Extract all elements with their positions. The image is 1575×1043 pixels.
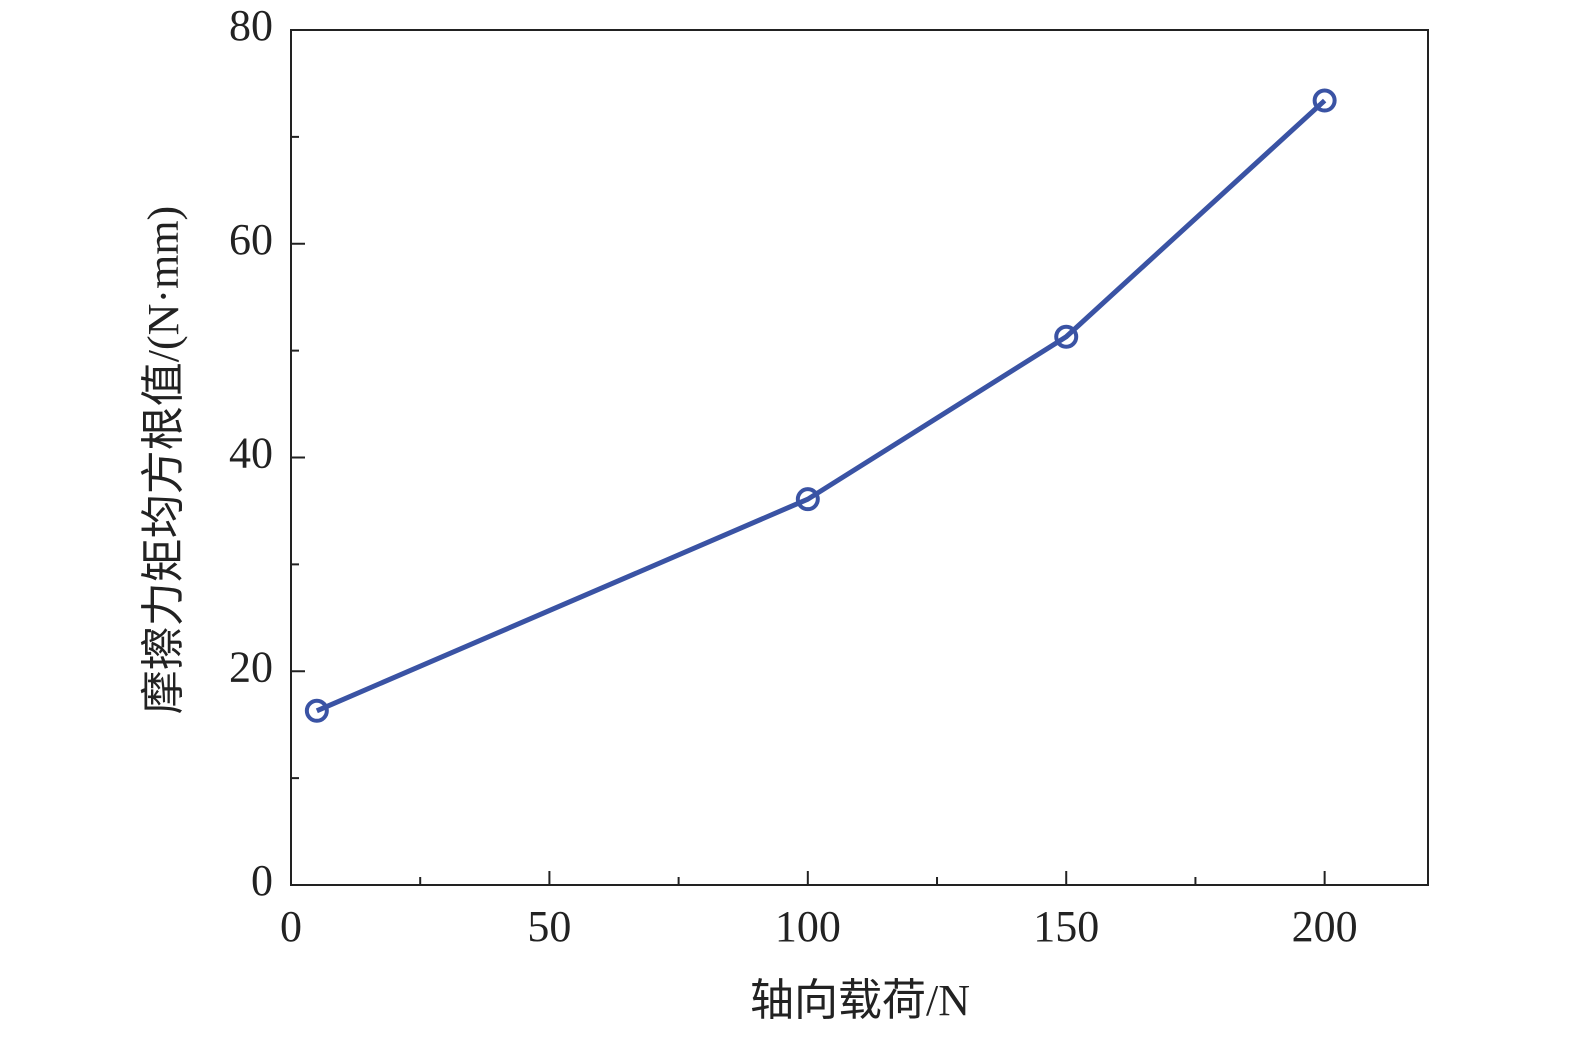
x-tick-label: 50 — [527, 902, 571, 951]
data-point — [1312, 88, 1337, 113]
x-tick-label: 150 — [1033, 902, 1099, 951]
data-point — [1054, 324, 1079, 349]
y-tick-label: 60 — [229, 215, 273, 264]
data-point — [795, 487, 820, 512]
x-axis-label: 轴向载荷/N — [750, 976, 970, 1025]
series-line — [315, 98, 1327, 714]
y-tick-label: 80 — [229, 1, 273, 50]
x-tick-label: 0 — [280, 902, 302, 951]
y-tick-label: 20 — [229, 642, 273, 691]
data-point — [304, 698, 329, 723]
plot-frame — [290, 29, 1429, 886]
y-axis-label: 摩擦力矩均方根值/(N·mm) — [139, 206, 188, 714]
x-tick-label: 200 — [1292, 902, 1358, 951]
x-tick-label: 100 — [775, 902, 841, 951]
y-tick-label: 0 — [251, 856, 273, 905]
y-tick-label: 40 — [229, 429, 273, 478]
